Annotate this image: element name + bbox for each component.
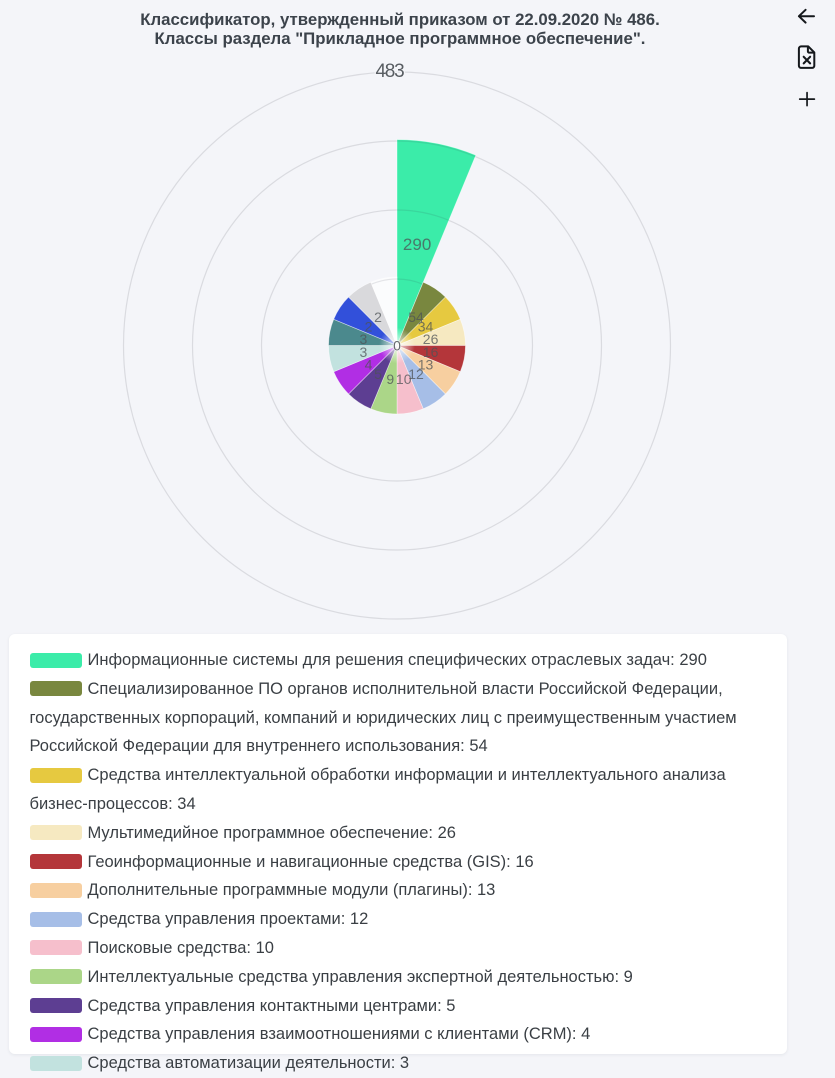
svg-text:0: 0 (393, 338, 401, 354)
svg-text:2: 2 (365, 319, 373, 335)
svg-text:16: 16 (423, 344, 439, 360)
svg-text:483: 483 (375, 61, 404, 82)
svg-text:54: 54 (408, 309, 424, 325)
svg-text:3: 3 (360, 344, 368, 360)
svg-text:26: 26 (423, 331, 439, 347)
svg-text:5: 5 (374, 366, 382, 382)
svg-text:9: 9 (386, 371, 394, 387)
svg-text:12: 12 (408, 366, 424, 382)
svg-text:3: 3 (360, 331, 368, 347)
svg-text:10: 10 (396, 371, 412, 387)
svg-text:290: 290 (403, 235, 431, 254)
svg-text:2: 2 (374, 309, 382, 325)
svg-text:13: 13 (418, 357, 434, 373)
svg-text:34: 34 (418, 319, 434, 335)
svg-text:4: 4 (365, 357, 373, 373)
